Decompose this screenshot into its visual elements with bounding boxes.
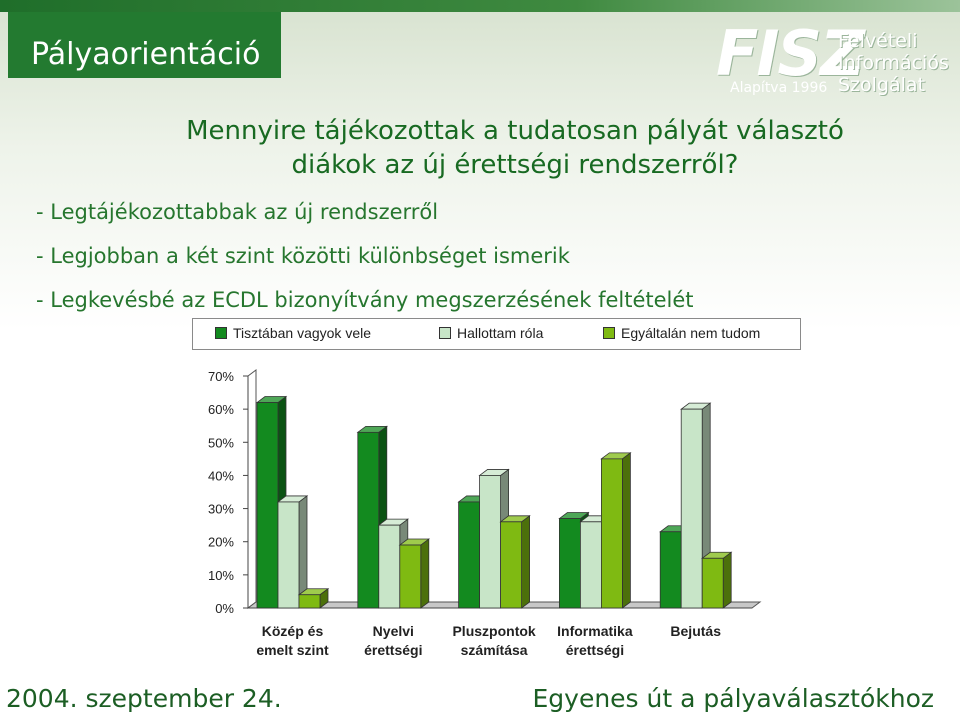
y-tick-label: 70% — [208, 369, 234, 384]
x-category-label: emelt szint — [256, 642, 329, 658]
question-line: Mennyire tájékozottak a tudatosan pályát… — [186, 116, 844, 146]
y-tick-label: 10% — [208, 568, 234, 583]
footer-date: 2004. szeptember 24. — [6, 684, 282, 713]
legend-swatch — [215, 327, 227, 339]
bullet-item: - Legkevésbé az ECDL bizonyítvány megsze… — [36, 288, 694, 312]
bar — [399, 544, 422, 609]
x-category-label: Pluszpontok — [452, 623, 535, 639]
bar — [298, 594, 321, 609]
legend-label: Tisztában vagyok vele — [233, 325, 371, 341]
bar — [479, 475, 502, 609]
x-category-label: Nyelvi — [373, 623, 414, 639]
x-category-label: számítása — [461, 642, 528, 658]
legend-entry: Tisztában vagyok vele — [215, 325, 371, 341]
slide-title: Pályaorientáció — [31, 37, 261, 72]
y-tick-label: 20% — [208, 535, 234, 550]
bar — [680, 408, 703, 609]
chart-side-wall — [247, 369, 257, 609]
bar — [357, 431, 380, 609]
x-category-label: Bejutás — [670, 623, 721, 639]
bar — [559, 518, 581, 609]
x-category-label: érettségi — [566, 642, 624, 658]
logo-tagline: Felvételi Információs Szolgálat — [838, 30, 949, 96]
bar-side — [521, 515, 530, 609]
fisz-logo: FISZ Alapítva 1996 Felvételi Információs… — [712, 20, 952, 104]
logo-tagline-line: Felvételi — [838, 30, 918, 52]
top-band — [0, 0, 960, 12]
y-tick-label: 30% — [208, 502, 234, 517]
bullet-item: - Legjobban a két szint közötti különbsé… — [36, 244, 570, 268]
bar — [701, 557, 724, 609]
bar — [277, 501, 300, 609]
y-tick-label: 50% — [208, 435, 234, 450]
bar-side — [622, 452, 631, 609]
logo-tagline-line: Szolgálat — [838, 74, 926, 96]
bar — [378, 524, 401, 609]
bar — [500, 521, 523, 609]
legend-label: Hallottam róla — [457, 325, 544, 341]
legend-entry: Hallottam róla — [439, 325, 543, 341]
bullet-item: - Legtájékozottabbak az új rendszerről — [36, 200, 439, 224]
footer-band — [0, 672, 960, 720]
question-heading: Mennyire tájékozottak a tudatosan pályát… — [120, 114, 910, 182]
bar — [580, 521, 602, 609]
legend-swatch — [439, 327, 451, 339]
bar — [458, 501, 481, 609]
footer-slogan: Egyenes út a pályaválasztókhoz — [532, 684, 934, 713]
x-category-label: érettségi — [364, 642, 422, 658]
y-tick-label: 0% — [215, 601, 234, 616]
logo-wordmark: FISZ — [716, 17, 865, 90]
bar — [601, 458, 623, 609]
question-line: diákok az új érettségi rendszerről? — [291, 150, 739, 180]
title-box — [8, 12, 281, 78]
chart-legend: Tisztában vagyok vele Hallottam róla Egy… — [192, 318, 801, 350]
y-tick-label: 40% — [208, 468, 234, 483]
bar-side — [420, 538, 430, 609]
legend-entry: Egyáltalán nem tudom — [603, 325, 760, 341]
x-category-label: Közép és — [262, 623, 324, 639]
bar — [256, 402, 279, 609]
bar — [659, 531, 682, 609]
legend-swatch — [603, 327, 615, 339]
logo-tagline-line: Információs — [838, 52, 949, 74]
x-category-label: Informatika — [557, 623, 633, 639]
logo-founded: Alapítva 1996 — [730, 80, 828, 96]
y-tick-label: 60% — [208, 402, 234, 417]
bar-side — [722, 551, 732, 609]
legend-label: Egyáltalán nem tudom — [621, 325, 761, 341]
